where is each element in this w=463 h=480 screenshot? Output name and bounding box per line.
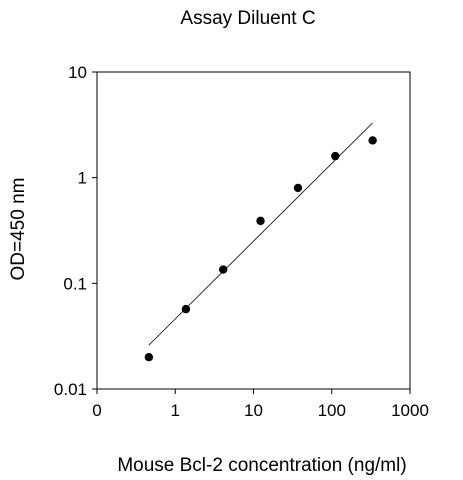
plot-area-frame xyxy=(96,71,411,390)
data-point xyxy=(144,352,154,362)
x-tick-label: 10 xyxy=(244,401,263,420)
data-point xyxy=(181,304,191,314)
x-tick-label: 0 xyxy=(92,401,101,420)
data-points xyxy=(144,136,377,362)
x-tick-label: 1 xyxy=(171,401,180,420)
chart-title: Assay Diluent C xyxy=(180,8,315,29)
x-tick-label: 100 xyxy=(318,401,346,420)
x-tick-label: 1000 xyxy=(391,401,429,420)
y-tick-label: 0.01 xyxy=(54,380,87,399)
data-point xyxy=(219,265,228,274)
y-axis-ticks: 0.01 0.1 1 10 xyxy=(54,63,97,399)
y-tick-label: 10 xyxy=(68,63,87,82)
data-point xyxy=(256,216,265,226)
data-point xyxy=(331,151,340,161)
y-tick-label: 1 xyxy=(78,169,87,188)
x-axis-title: Mouse Bcl-2 concentration (ng/ml) xyxy=(117,455,406,476)
y-axis-title: OD=450 nm xyxy=(8,178,29,281)
y-tick-label: 0.1 xyxy=(63,274,87,293)
data-point xyxy=(293,183,303,193)
x-axis-ticks: 0 1 10 100 1000 xyxy=(92,389,429,420)
data-point xyxy=(368,136,377,145)
